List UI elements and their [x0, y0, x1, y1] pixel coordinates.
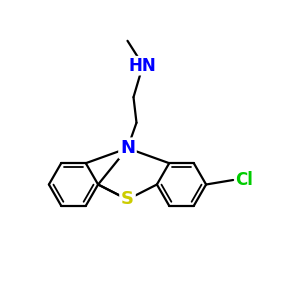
Text: S: S: [121, 190, 134, 208]
Text: Cl: Cl: [235, 171, 253, 189]
Text: HN: HN: [129, 57, 156, 75]
Text: N: N: [120, 139, 135, 157]
